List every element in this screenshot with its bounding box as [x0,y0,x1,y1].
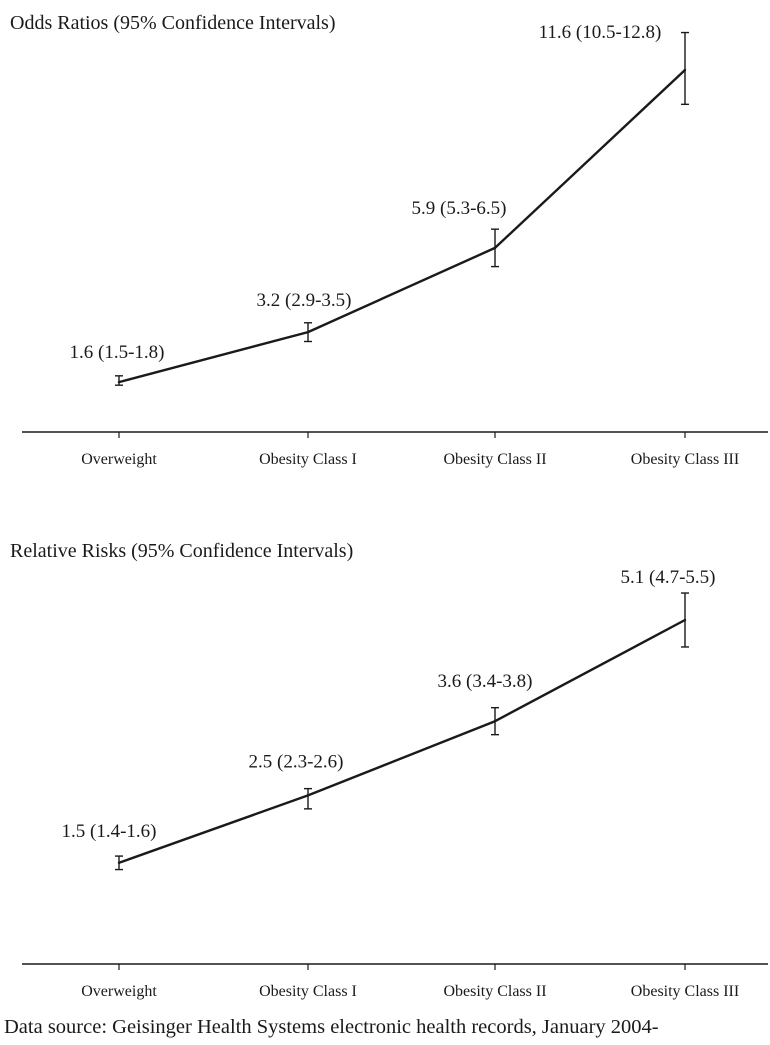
or-data-label: 1.6 (1.5-1.8) [70,342,165,363]
or-data-label: 11.6 (10.5-12.8) [539,22,662,43]
rr-data-point [306,794,310,797]
odds-ratio-chart: Overweight Obesity Class I Obesity Class I… [22,22,768,468]
odds-ratio-chart-title: Odds Ratios (95% Confidence Intervals) [10,12,336,34]
or-data-label: 3.2 (2.9-3.5) [257,290,352,311]
or-x-tick-label: Obesity Class III [631,451,739,468]
rr-error-bar [304,787,312,810]
or-error-bar [115,375,123,386]
rr-data-label: 1.5 (1.4-1.6) [62,821,157,842]
rr-data-label: 5.1 (4.7-5.5) [621,567,716,588]
or-data-point [117,380,121,384]
rr-data-point [117,861,121,865]
or-x-tick-label: Obesity Class I [259,451,357,468]
or-data-point [683,68,687,72]
rr-data-label: 3.6 (3.4-3.8) [438,671,533,692]
rr-x-tick-label: Overweight [81,983,157,1000]
rr-data-point [683,618,687,622]
relative-risk-chart-title: Relative Risks (95% Confidence Intervals… [10,540,354,562]
rr-x-tick-label: Obesity Class I [259,983,357,1000]
or-x-tick-label: Obesity Class II [443,451,546,468]
data-source-footnote: Data source: Geisinger Health Systems el… [4,1016,659,1038]
rr-series-line [118,618,686,864]
relative-risk-chart: Overweight Obesity Class I Obesity Class I… [22,567,768,1000]
or-data-label: 5.9 (5.3-6.5) [412,198,507,219]
or-series-line [118,69,686,384]
rr-data-point [493,719,497,723]
or-data-point [493,246,497,250]
or-data-point [306,330,310,334]
or-error-bar [681,31,689,106]
or-x-tick-label: Overweight [81,451,157,468]
rr-x-tick-label: Obesity Class III [631,983,739,1000]
rr-x-tick-label: Obesity Class II [443,983,546,1000]
rr-data-label: 2.5 (2.3-2.6) [249,751,344,772]
